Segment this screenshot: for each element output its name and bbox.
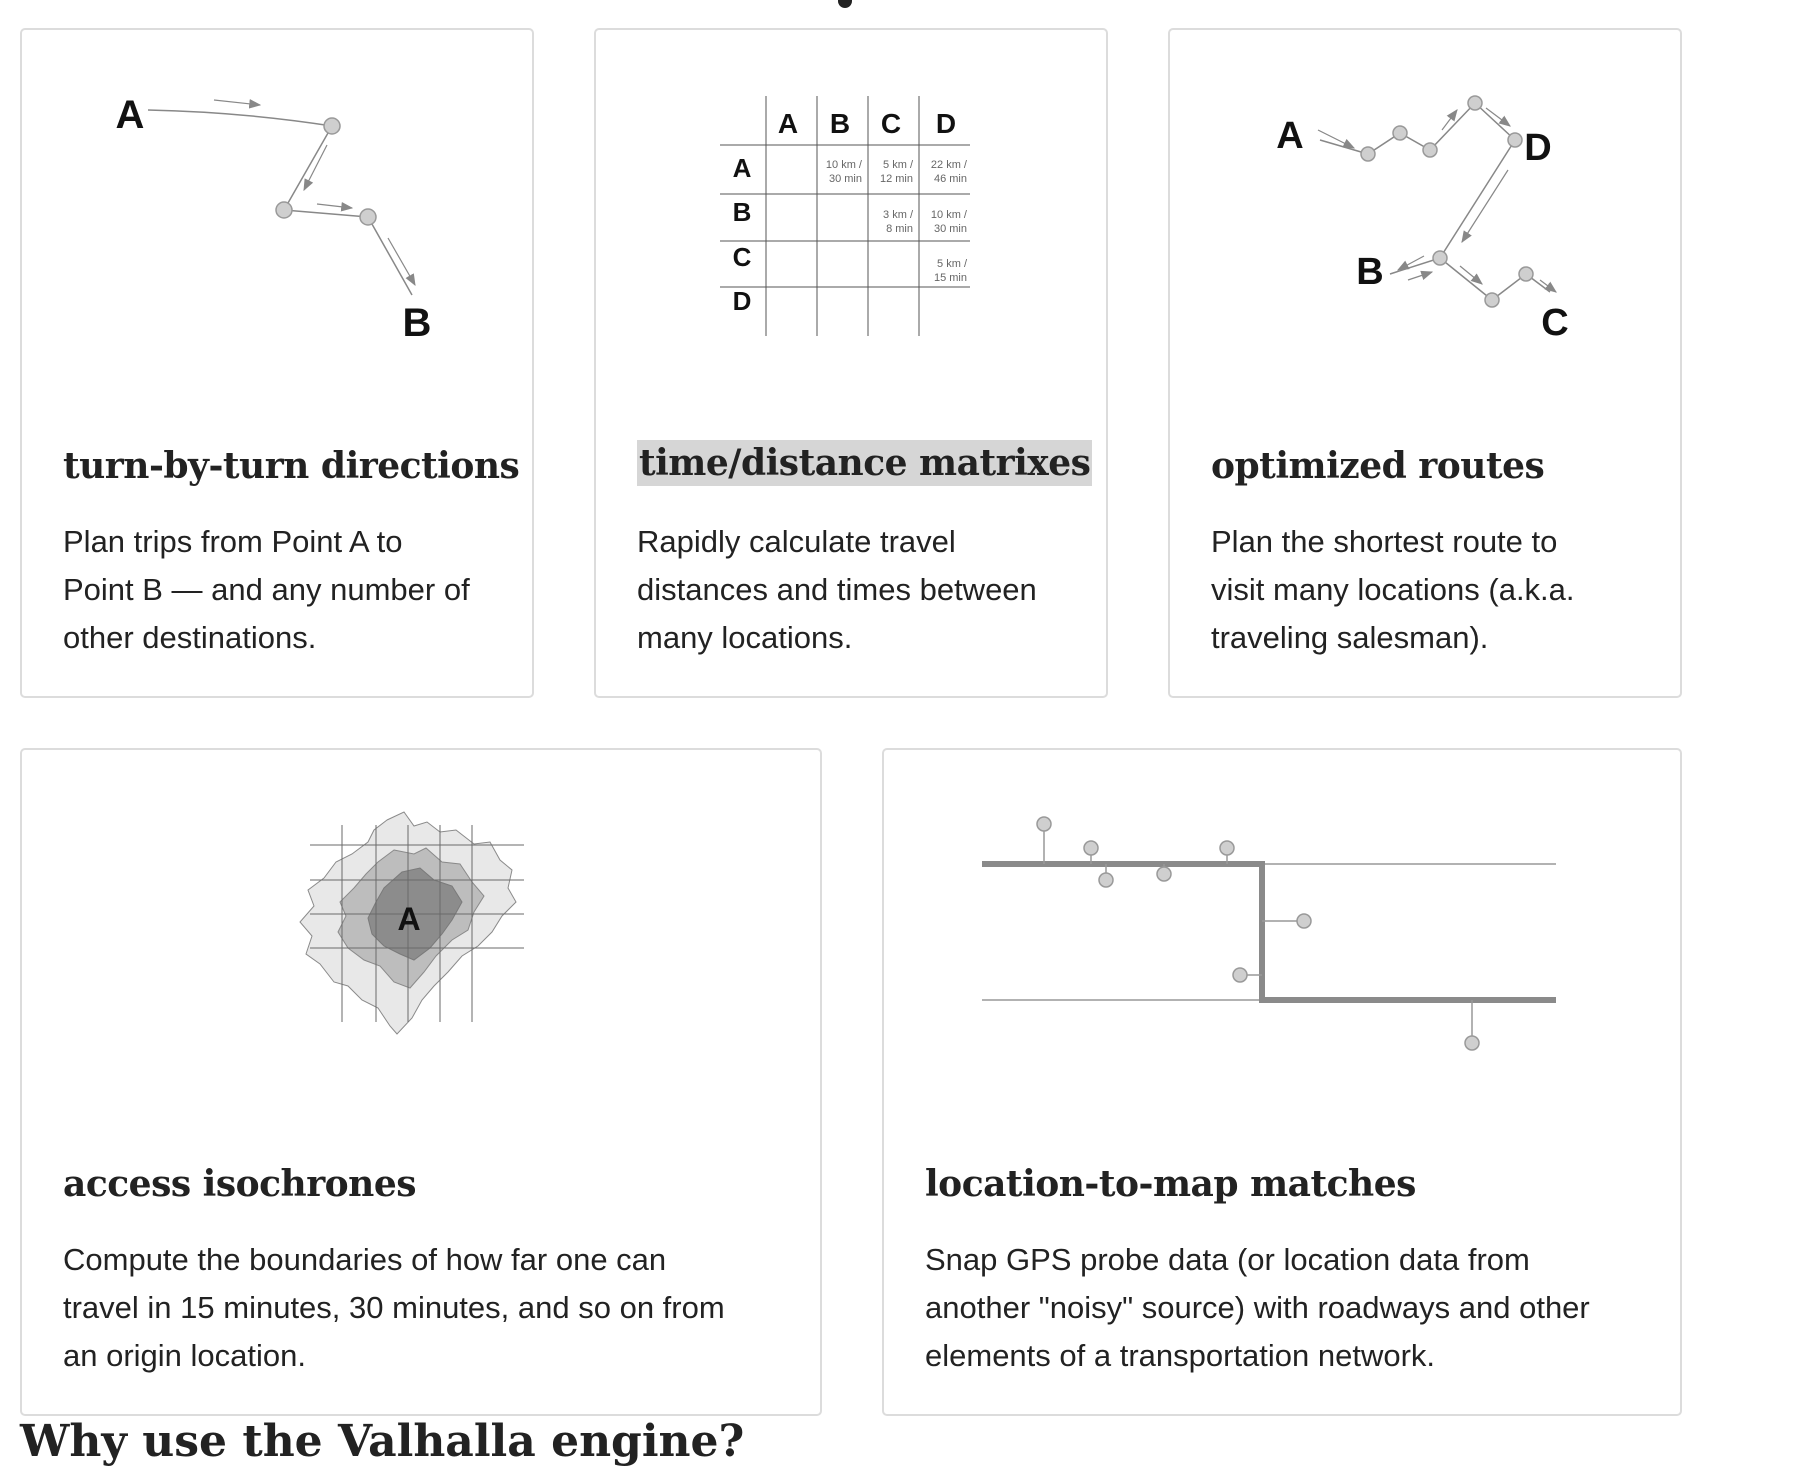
route-node: [1422, 142, 1438, 158]
route-node: [1518, 266, 1534, 282]
description-line: Compute the boundaries of how far one ca…: [63, 1242, 667, 1277]
route-node: [1432, 250, 1448, 266]
card-title: optimized routes: [1211, 445, 1545, 487]
matrix-cell: 3 km /8 min: [883, 209, 914, 235]
gps-probe-point: [1232, 967, 1248, 983]
card-description: Compute the boundaries of how far one ca…: [63, 1236, 725, 1380]
point-label-b: B: [1356, 251, 1383, 293]
matrix-cell: 22 km /46 min: [931, 159, 968, 185]
matrix-row-header: A: [733, 153, 752, 183]
route-node: [275, 201, 293, 219]
description-line: distances and times between: [637, 572, 1037, 607]
matrix-col-header: B: [830, 108, 850, 139]
card-optimized-routes[interactable]: A B C D optimized routes Plan the shorte…: [1168, 28, 1682, 698]
origin-label-a: A: [397, 901, 420, 937]
matrix-cell: 5 km /12 min: [880, 159, 914, 185]
highlighted-title: time/distance matrixes: [637, 440, 1093, 486]
gps-probe-point: [1296, 913, 1312, 929]
card-title: turn-by-turn directions: [63, 445, 520, 487]
matrix-col-header: A: [778, 108, 798, 139]
description-line: visit many locations (a.k.a.: [1211, 572, 1575, 607]
matrix-cell: 5 km /15 min: [934, 258, 968, 284]
description-line: travel in 15 minutes, 30 minutes, and so…: [63, 1290, 725, 1325]
matrix-cell: 10 km /30 min: [931, 209, 968, 235]
description-line: Plan trips from Point A to: [63, 524, 403, 559]
route-node: [359, 208, 377, 226]
card-description: Rapidly calculate travel distances and t…: [637, 518, 1037, 662]
cut-off-heading-fragment: [838, 0, 852, 8]
description-line: traveling salesman).: [1211, 620, 1489, 655]
card-location-to-map-matches[interactable]: location-to-map matches Snap GPS probe d…: [882, 748, 1682, 1416]
card-description: Snap GPS probe data (or location data fr…: [925, 1236, 1590, 1380]
description-line: Plan the shortest route to: [1211, 524, 1558, 559]
point-label-a: A: [116, 93, 145, 137]
description-line: Point B — and any number of: [63, 572, 470, 607]
point-label-a: A: [1276, 115, 1303, 157]
description-line: Rapidly calculate travel: [637, 524, 956, 559]
point-label-b: B: [403, 301, 432, 345]
point-label-c: C: [1541, 302, 1568, 344]
point-label-d: D: [1524, 127, 1551, 169]
card-title: access isochrones: [63, 1163, 417, 1205]
gps-probe-point: [1156, 866, 1172, 882]
isochrone-illustration: A: [299, 811, 524, 1035]
matrix-col-header: C: [881, 108, 901, 139]
description-line: many locations.: [637, 620, 853, 655]
matrix-illustration: A B C D A B C D 10 km /30 min 5 km /12 m…: [720, 96, 970, 336]
section-heading-partial: Why use the Valhalla engine?: [20, 1416, 745, 1467]
route-node: [1467, 95, 1483, 111]
turn-by-turn-illustration: A B: [116, 93, 432, 345]
card-access-isochrones[interactable]: A access isochrones Compute the boundari…: [20, 748, 822, 1416]
card-title: location-to-map matches: [925, 1163, 1416, 1205]
route-node: [1507, 132, 1523, 148]
card-turn-by-turn[interactable]: A B turn-by-turn directions Plan trips f…: [20, 28, 534, 698]
card-time-distance-matrix[interactable]: A B C D A B C D 10 km /30 min 5 km /12 m…: [594, 28, 1108, 698]
description-line: elements of a transportation network.: [925, 1338, 1436, 1373]
description-line: other destinations.: [63, 620, 317, 655]
matrix-row-header: D: [733, 286, 752, 316]
card-title: time/distance matrixes: [637, 440, 1093, 486]
description-line: an origin location.: [63, 1338, 306, 1373]
card-description: Plan trips from Point A to Point B — and…: [63, 518, 470, 662]
optimized-routes-illustration: A B C D: [1276, 95, 1569, 344]
route-node: [1360, 146, 1376, 162]
gps-probe-point: [1083, 840, 1099, 856]
card-description: Plan the shortest route to visit many lo…: [1211, 518, 1575, 662]
description-line: another "noisy" source) with roadways an…: [925, 1290, 1590, 1325]
route-node: [1484, 292, 1500, 308]
description-line: Snap GPS probe data (or location data fr…: [925, 1242, 1530, 1277]
map-matching-illustration: [982, 816, 1556, 1051]
gps-probe-point: [1219, 840, 1235, 856]
matrix-col-header: D: [936, 108, 956, 139]
matrix-cell: 10 km /30 min: [826, 159, 863, 185]
gps-probe-point: [1464, 1035, 1480, 1051]
gps-probe-point: [1036, 816, 1052, 832]
gps-probe-point: [1098, 872, 1114, 888]
matrix-row-header: C: [733, 242, 752, 272]
route-node: [1392, 125, 1408, 141]
route-node: [323, 117, 341, 135]
matrix-row-header: B: [733, 197, 752, 227]
